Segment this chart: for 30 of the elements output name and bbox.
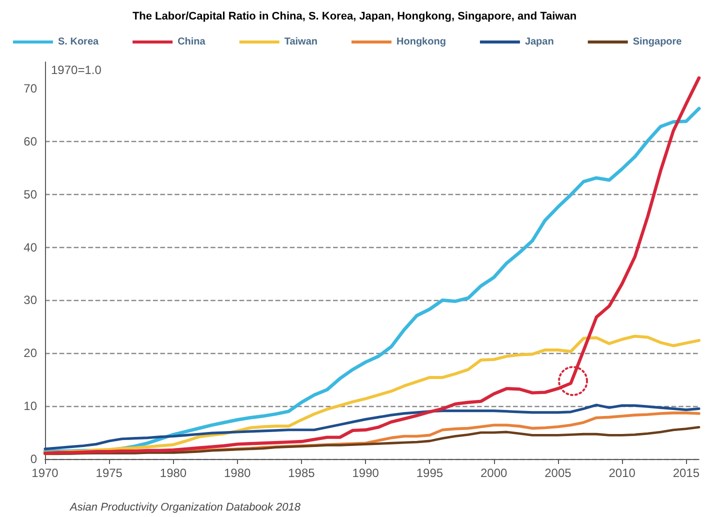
line-series <box>44 426 700 455</box>
legend-label: S. Korea <box>58 36 100 48</box>
y-tick-label: 20 <box>24 346 38 360</box>
y-tick-label: 60 <box>24 134 38 148</box>
x-tick-label: 2000 <box>480 466 508 480</box>
x-tick-label: 1970 <box>32 466 59 480</box>
legend-label: Taiwan <box>284 36 318 48</box>
x-tick-label: 1985 <box>288 466 316 480</box>
x-tick-label: 2015 <box>672 466 700 480</box>
x-tick-label: 1975 <box>96 466 123 480</box>
x-tick-label: 1980 <box>160 466 187 480</box>
x-tick-label: 2010 <box>608 466 636 480</box>
y-tick-label: 10 <box>24 399 38 414</box>
text: Asian Productivity Organization Databook 2018 <box>69 502 302 514</box>
legend-label: Singapore <box>632 36 682 48</box>
x-tick-label: 1980 <box>224 466 252 480</box>
x-tick-label: 1990 <box>352 466 380 480</box>
legend-label: China <box>178 36 206 48</box>
y-tick-label: 0 <box>30 452 38 466</box>
x-tick-label: 2005 <box>544 466 572 480</box>
y-tick-label: 50 <box>24 187 38 202</box>
line-series <box>44 404 700 450</box>
y-axis-title: 1970=1.0 <box>51 63 102 77</box>
legend-label: Hongkong <box>396 36 446 48</box>
y-tick-label: 40 <box>24 240 38 254</box>
y-tick-label: 30 <box>24 293 38 308</box>
chart-title: The Labor/Capital Ratio in China, S. Korea, Japan, Hongkong, Singapore, and Taiwan <box>132 10 577 22</box>
x-tick-label: 1995 <box>416 466 444 480</box>
y-tick-label: 70 <box>24 81 38 96</box>
legend-label: Japan <box>524 36 554 48</box>
